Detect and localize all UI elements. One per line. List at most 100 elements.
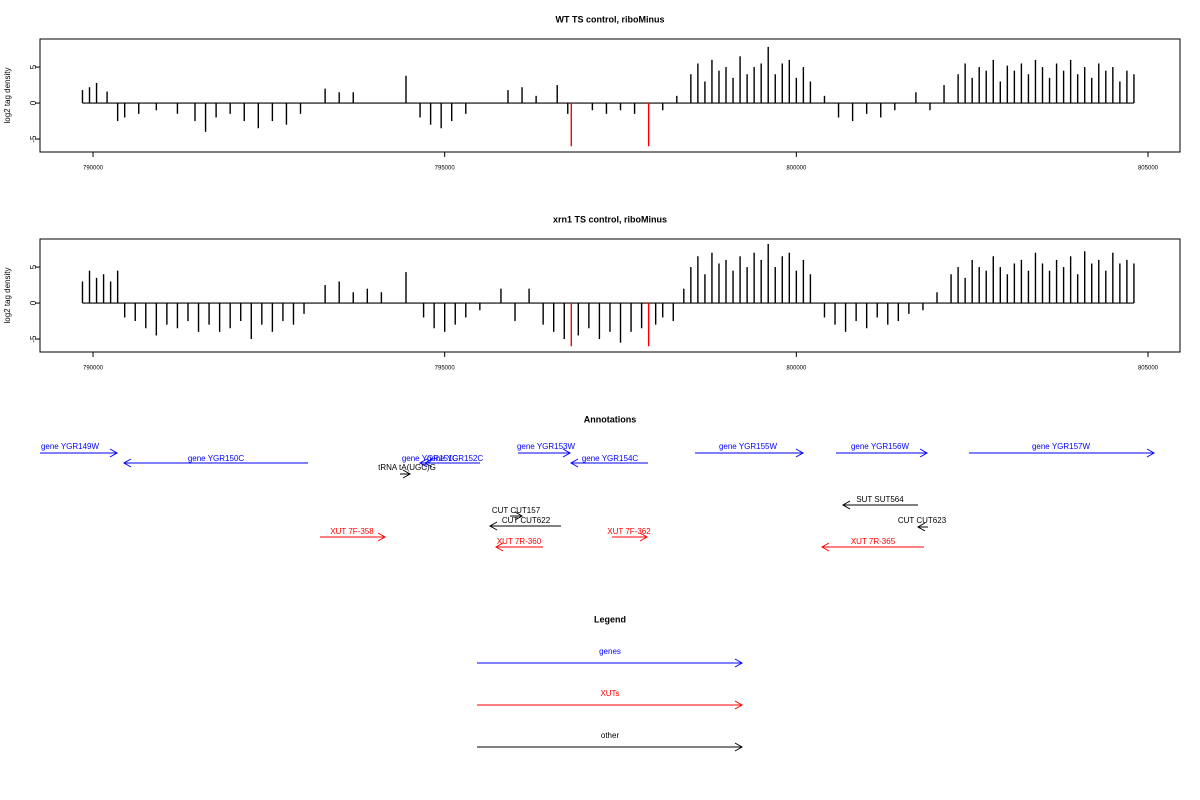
y-tick-label: -5 xyxy=(29,135,38,143)
density-bar xyxy=(746,267,748,304)
density-bar xyxy=(908,303,910,314)
feature-label: gene YGR154C xyxy=(582,454,639,463)
x-tick-label: 790000 xyxy=(83,366,104,372)
feature-arrow-head xyxy=(109,448,119,458)
density-bar xyxy=(514,303,516,322)
density-bar xyxy=(250,303,252,340)
density-bar xyxy=(957,267,959,304)
x-tick-label: 800000 xyxy=(786,166,807,172)
y-axis-label: log2 tag density xyxy=(3,67,12,123)
density-bar xyxy=(619,103,622,111)
density-bar xyxy=(957,74,959,104)
density-bar xyxy=(116,270,119,304)
density-bar xyxy=(271,103,274,122)
density-bar xyxy=(229,103,231,114)
density-bar xyxy=(894,103,896,111)
chart-title: WT TS control, riboMinus xyxy=(556,14,665,24)
density-bar xyxy=(999,81,1002,104)
density-bar xyxy=(95,277,98,304)
density-bar xyxy=(145,303,147,329)
density-bar xyxy=(243,103,245,122)
density-bar xyxy=(809,274,812,304)
density-bar xyxy=(865,303,868,329)
y-tick-label: 0 xyxy=(29,300,38,305)
density-bar xyxy=(971,259,973,304)
feature-label: gene YGR152C xyxy=(427,454,484,463)
density-bar xyxy=(985,70,987,104)
density-bar xyxy=(971,77,973,104)
density-bar xyxy=(465,303,467,318)
density-bar xyxy=(1126,70,1128,104)
density-bar xyxy=(454,303,456,325)
density-bar xyxy=(138,103,140,114)
density-bar xyxy=(123,103,126,118)
density-bar xyxy=(598,303,601,340)
density-bar xyxy=(647,103,650,147)
feature-label: gene YGR150C xyxy=(188,454,245,463)
density-bar xyxy=(1133,74,1135,104)
density-bar xyxy=(380,292,383,304)
feature-label: XUT 7F-358 xyxy=(330,527,374,536)
density-bar xyxy=(999,267,1002,304)
density-bar xyxy=(1006,274,1009,304)
density-bar xyxy=(1098,63,1100,104)
density-bar xyxy=(366,288,369,304)
feature-label: gene YGR157W xyxy=(1032,442,1091,451)
density-bar xyxy=(563,303,565,340)
density-bar xyxy=(774,74,776,104)
density-bar xyxy=(887,303,889,325)
feature-label: gene YGR149W xyxy=(41,442,100,451)
density-bar xyxy=(630,303,632,332)
density-bar xyxy=(711,59,713,104)
density-bar xyxy=(1119,263,1121,304)
density-bar xyxy=(795,270,798,304)
density-bar xyxy=(697,256,699,304)
density-bar xyxy=(577,303,580,336)
density-bar xyxy=(837,103,840,118)
density-bar xyxy=(1034,59,1037,104)
density-bar xyxy=(1133,263,1135,304)
density-bar xyxy=(774,267,776,304)
feature-label: tRNA tA(UGC)G xyxy=(378,463,436,472)
density-bar xyxy=(81,281,84,304)
density-bar xyxy=(718,70,720,104)
density-bar xyxy=(929,103,931,111)
density-bar xyxy=(240,303,242,322)
density-bar xyxy=(556,85,558,104)
feature-arrow-head xyxy=(402,469,412,479)
density-bar xyxy=(725,67,727,104)
density-bar xyxy=(285,103,288,125)
density-bar xyxy=(422,303,425,318)
feature-label: XUT 7R-365 xyxy=(851,537,896,546)
feature-arrow-head xyxy=(841,500,851,510)
density-bar xyxy=(204,103,207,132)
density-bar xyxy=(647,303,650,347)
x-tick-label: 795000 xyxy=(435,166,456,172)
density-bar xyxy=(591,103,594,111)
density-bar xyxy=(500,288,502,304)
density-bar xyxy=(915,92,917,104)
density-bar xyxy=(324,285,326,304)
density-bar xyxy=(292,303,295,325)
feature-label: gene YGR155W xyxy=(719,442,778,451)
density-bar xyxy=(876,303,878,318)
feature-arrow-head xyxy=(514,511,524,521)
density-bar xyxy=(1013,70,1016,104)
density-bar xyxy=(802,67,805,104)
density-bar xyxy=(880,103,882,118)
density-bar xyxy=(405,75,407,104)
density-bar xyxy=(1105,70,1107,104)
density-bar xyxy=(662,103,664,111)
legend-title: Legend xyxy=(594,614,626,624)
feature-arrow-head xyxy=(1146,448,1156,458)
feature-arrow-head xyxy=(820,542,830,552)
density-bar xyxy=(155,103,158,111)
density-bar xyxy=(521,87,523,104)
density-bar xyxy=(299,103,302,114)
density-bar xyxy=(338,281,340,304)
legend-arrow-head xyxy=(734,658,744,668)
plot-frame xyxy=(39,238,1181,353)
feature-arrow-head xyxy=(494,542,504,552)
x-tick-label: 805000 xyxy=(1138,166,1159,172)
density-bar xyxy=(788,252,791,304)
